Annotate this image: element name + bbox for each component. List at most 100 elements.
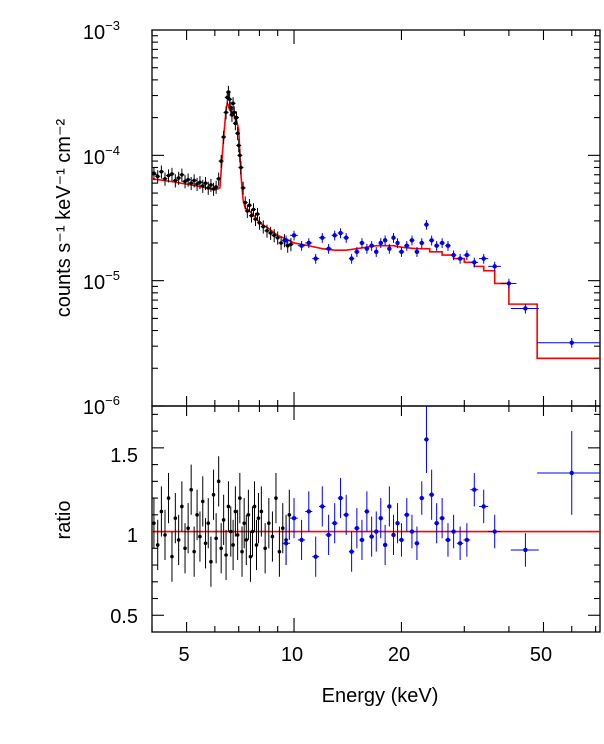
- black-ratio-point: [180, 504, 184, 509]
- bottom-y-tick-label: 0.5: [110, 606, 138, 628]
- black-data-point: [200, 184, 205, 188]
- black-data-point: [214, 185, 218, 189]
- black-ratio-point: [221, 518, 226, 522]
- top-model-layer: [152, 100, 600, 360]
- top-y-tick-label: 10−3: [83, 18, 120, 44]
- blue-ratio-point: [395, 520, 400, 526]
- x-tick-label: 50: [530, 644, 552, 666]
- blue-ratio-point: [332, 520, 337, 526]
- black-data-point: [176, 176, 181, 180]
- black-data-point: [249, 213, 254, 218]
- blue-data-point: [457, 256, 463, 261]
- x-tick-label: 5: [178, 644, 189, 666]
- blue-data-point: [364, 246, 370, 251]
- blue-ratio-point: [306, 509, 311, 514]
- black-data-point: [234, 115, 239, 120]
- blue-ratio-point: [374, 529, 379, 534]
- black-ratio-point: [155, 543, 160, 547]
- black-data-point: [238, 153, 242, 158]
- black-ratio-point: [274, 496, 278, 500]
- blue-data-point: [445, 243, 451, 248]
- blue-data-point: [359, 240, 365, 246]
- black-data-point: [228, 105, 233, 110]
- black-ratio-point: [152, 521, 156, 525]
- blue-data-point: [399, 249, 404, 254]
- blue-ratio-point: [414, 541, 420, 546]
- top-y-tick-label: 10−5: [83, 268, 120, 294]
- black-data-point: [163, 176, 167, 181]
- black-data-point: [268, 231, 273, 235]
- black-data-point: [198, 180, 202, 185]
- black-ratio-point: [170, 554, 174, 559]
- black-data-point: [186, 177, 190, 182]
- blue-ratio-point: [464, 537, 470, 543]
- blue-data-point: [299, 243, 304, 248]
- blue-ratio-point: [451, 529, 456, 534]
- black-ratio-point: [240, 549, 244, 554]
- black-data-point: [265, 228, 269, 233]
- black-data-point: [232, 110, 237, 115]
- black-data-point: [261, 224, 266, 229]
- black-data-point: [173, 178, 178, 183]
- blue-ratio-point: [313, 554, 318, 559]
- blue-ratio-point: [291, 515, 297, 521]
- blue-ratio-point: [382, 542, 388, 548]
- blue-data-point: [409, 238, 415, 243]
- black-ratio-point: [216, 479, 221, 484]
- black-data-point: [236, 143, 241, 148]
- black-data-point: [239, 165, 243, 170]
- blue-data-point: [481, 256, 486, 261]
- model-curve: [152, 100, 600, 360]
- black-data-point: [235, 131, 240, 136]
- black-ratio-point: [166, 496, 171, 500]
- black-ratio-point: [211, 492, 216, 497]
- blue-ratio-point: [299, 537, 304, 543]
- bottom-panel-frame: [151, 405, 601, 633]
- black-data-point: [289, 242, 293, 247]
- blue-data-point: [523, 306, 528, 311]
- blue-ratio-point: [338, 495, 343, 501]
- black-data-point: [180, 172, 184, 177]
- blue-ratio-point: [369, 534, 374, 539]
- top-black-data-layer: [152, 85, 294, 253]
- blue-ratio-point: [439, 515, 445, 521]
- top-y-tick-label: 10−4: [83, 143, 120, 169]
- blue-data-point: [343, 235, 349, 240]
- blue-data-point: [424, 222, 429, 227]
- black-data-point: [221, 135, 226, 139]
- black-ratio-point: [228, 529, 233, 534]
- black-ratio-point: [209, 559, 213, 564]
- blue-data-point: [569, 340, 574, 345]
- blue-data-point: [378, 240, 383, 246]
- blue-ratio-point: [391, 532, 396, 538]
- blue-data-point: [349, 256, 354, 261]
- black-data-point: [241, 186, 245, 190]
- x-tick-label: 10: [281, 644, 303, 666]
- black-data-point: [159, 169, 164, 174]
- x-axis-title: Energy (keV): [322, 685, 439, 707]
- black-data-point: [226, 90, 231, 94]
- black-data-point: [203, 181, 208, 185]
- black-ratio-point: [163, 533, 167, 537]
- blue-ratio-point: [434, 520, 439, 526]
- blue-ratio-point: [326, 532, 331, 538]
- blue-ratio-point: [359, 537, 365, 543]
- top-y-axis-title: counts s⁻¹ keV⁻¹ cm⁻²: [53, 118, 75, 317]
- blue-data-point: [439, 240, 445, 246]
- blue-data-point: [419, 240, 424, 246]
- black-data-point: [195, 182, 199, 186]
- blue-ratio-point: [457, 541, 463, 546]
- blue-ratio-point: [364, 509, 370, 514]
- black-ratio-point: [206, 521, 211, 525]
- blue-data-point: [283, 238, 289, 243]
- black-data-point: [183, 179, 187, 184]
- blue-data-point: [332, 233, 337, 238]
- black-data-point: [275, 235, 280, 240]
- bottom-black-data-layer: [152, 456, 292, 587]
- blue-ratio-point: [419, 495, 424, 501]
- black-ratio-point: [173, 516, 178, 520]
- blue-data-point: [451, 252, 456, 258]
- blue-data-point: [492, 264, 497, 269]
- black-data-point: [224, 110, 228, 115]
